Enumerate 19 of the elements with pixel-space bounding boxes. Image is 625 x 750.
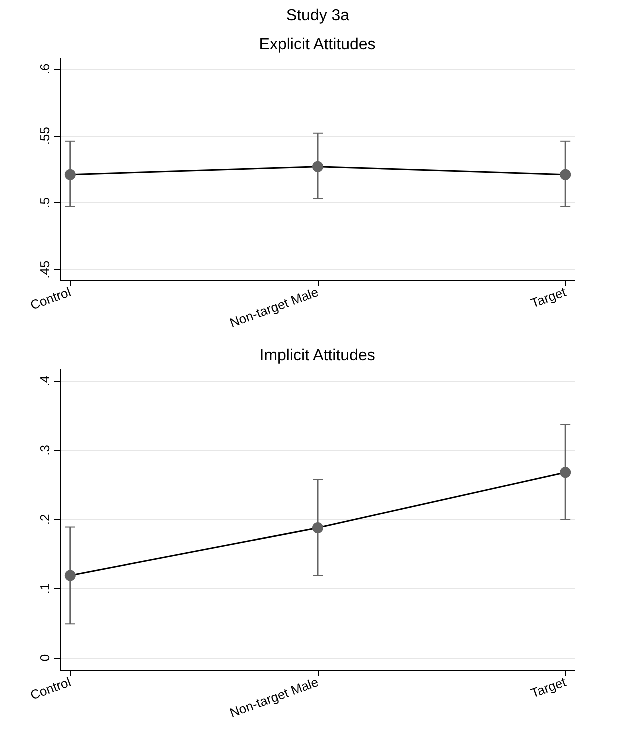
y-tick-label: 0	[38, 654, 52, 662]
y-tick-label: .55	[38, 127, 52, 146]
x-tick-label: Target	[529, 284, 569, 311]
x-tick-label: Control	[28, 284, 74, 313]
y-tick-label: .5	[38, 198, 52, 208]
x-tick-label: Control	[28, 674, 74, 703]
point	[64, 570, 76, 582]
point	[560, 467, 572, 478]
point	[312, 522, 324, 534]
y-tick-label: .45	[38, 260, 52, 279]
y-tick-label: .4	[38, 376, 52, 387]
y-tick-label: .1	[38, 583, 52, 594]
x-tick-label: Target	[529, 674, 569, 701]
chart-title: Implicit Attitudes	[260, 348, 376, 364]
y-tick-label: .2	[38, 514, 52, 526]
y-tick-label: .6	[38, 64, 52, 75]
y-tick-label: .3	[38, 445, 52, 456]
chart-subtitle: Explicit Attitudes	[259, 36, 376, 54]
chart-title: Study 3a	[286, 8, 350, 24]
